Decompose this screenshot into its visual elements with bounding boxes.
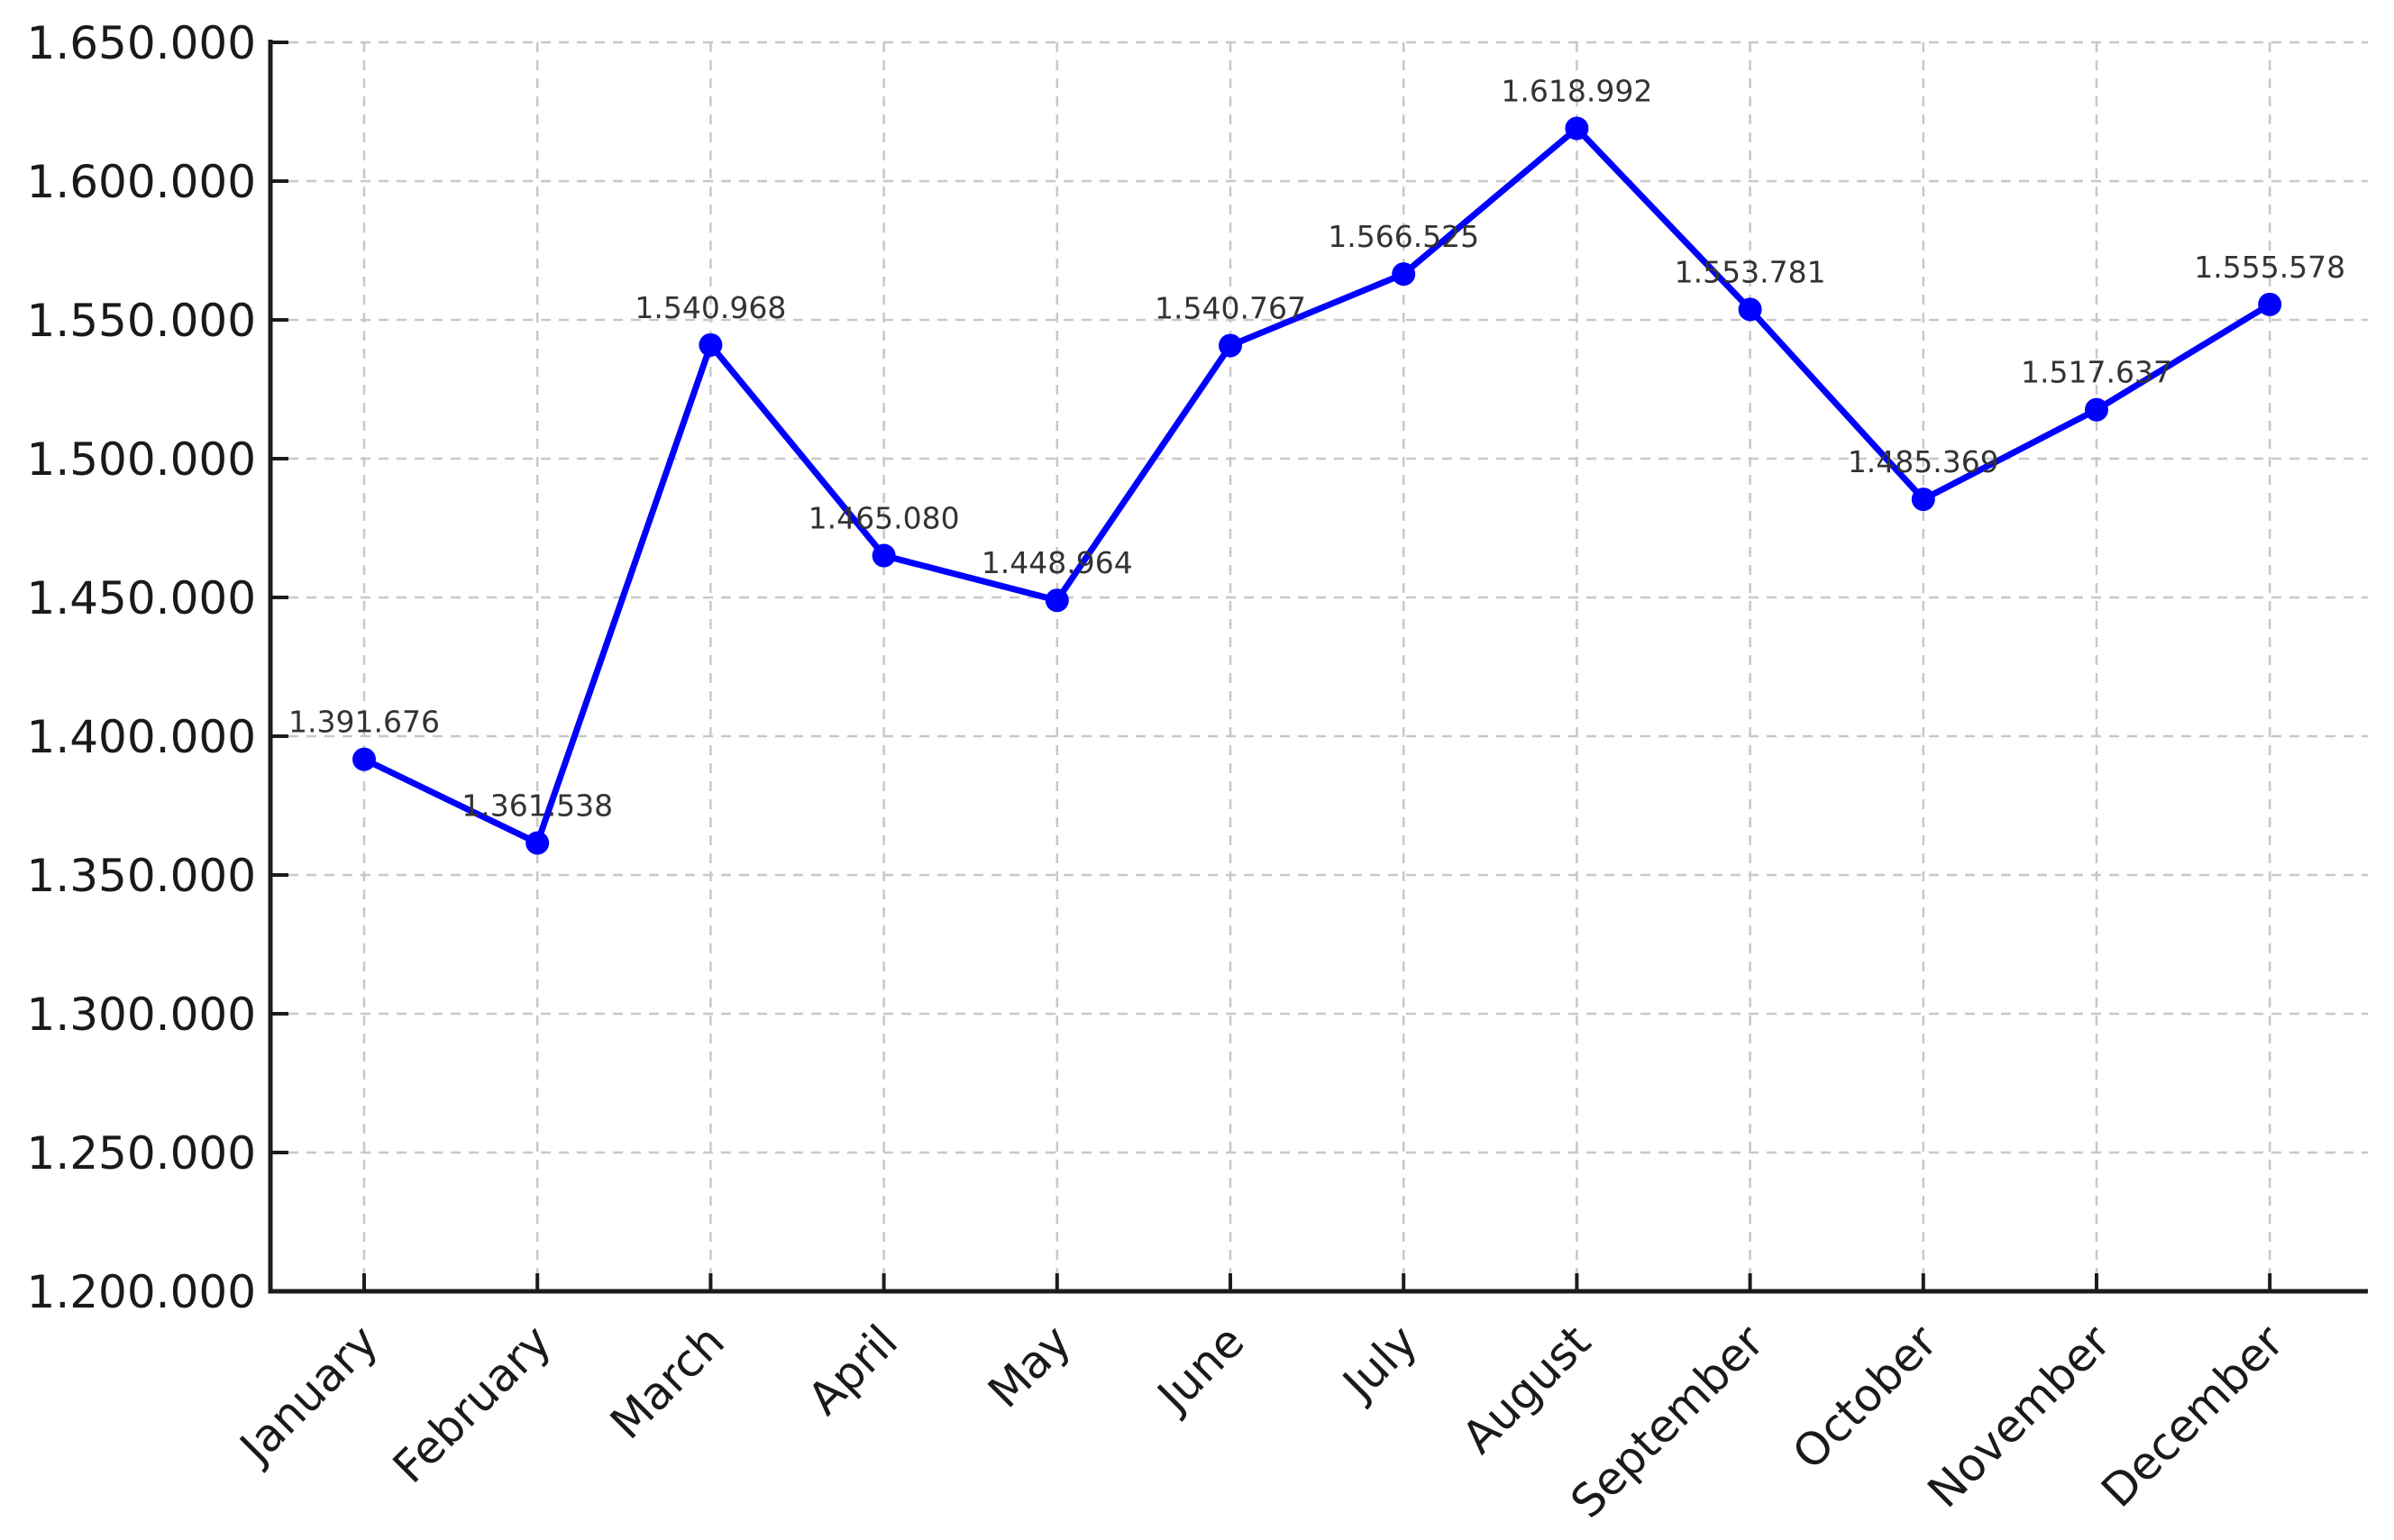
data-point [1738, 297, 1762, 322]
data-point-label: 1.618.992 [1501, 74, 1652, 109]
y-tick-label: 1.400.000 [27, 711, 256, 763]
axes-group [268, 40, 2368, 1294]
data-point-label: 1.485.369 [1848, 444, 1999, 479]
y-tick-label: 1.200.000 [27, 1266, 256, 1318]
grid-group [270, 41, 2368, 1293]
data-point [2085, 397, 2108, 422]
data-point-label: 1.566.525 [1328, 219, 1479, 254]
data-point [872, 543, 896, 568]
data-point-label: 1.391.676 [288, 705, 440, 740]
data-point [1045, 588, 1069, 613]
x-tick-label: November [1918, 1315, 2121, 1517]
data-point [1565, 116, 1589, 141]
x-tick-label: December [2091, 1315, 2294, 1517]
data-point-label: 1.540.767 [1155, 290, 1306, 325]
y-tick-label: 1.600.000 [27, 156, 256, 208]
data-point [2258, 292, 2282, 316]
x-tick-label: May [978, 1315, 1081, 1417]
x-tick-label: April [798, 1315, 908, 1425]
data-point-label: 1.448.964 [982, 545, 1133, 580]
data-point-label: 1.553.781 [1675, 254, 1826, 289]
y-tick-label: 1.300.000 [27, 989, 256, 1041]
x-tick-label: February [383, 1315, 562, 1493]
series-line [361, 125, 2273, 846]
data-point [699, 333, 723, 357]
data-point [1911, 488, 1935, 512]
y-tick-label: 1.450.000 [27, 572, 256, 624]
data-point-label: 1.540.968 [635, 290, 786, 325]
data-point-label: 1.361.538 [461, 788, 613, 823]
y-tick-label: 1.250.000 [27, 1127, 256, 1180]
data-point-label: 1.465.080 [809, 501, 960, 536]
series-group [352, 116, 2282, 855]
x-tick-label: June [1146, 1315, 1254, 1423]
data-point [1219, 333, 1242, 358]
y-tick-label: 1.550.000 [27, 295, 256, 347]
y-tick-label: 1.350.000 [27, 850, 256, 902]
data-point [525, 831, 550, 855]
y-tick-label: 1.650.000 [27, 17, 256, 69]
data-point [1392, 262, 1416, 287]
y-tick-label: 1.500.000 [27, 433, 256, 486]
x-tick-label: January [228, 1315, 388, 1474]
x-tick-label: August [1452, 1315, 1601, 1463]
x-tick-label: July [1331, 1315, 1428, 1411]
x-tick-label: March [600, 1315, 735, 1449]
data-point [352, 747, 376, 771]
x-tick-label: October [1783, 1315, 1948, 1480]
data-point-label: 1.517.637 [2021, 355, 2172, 390]
data-point-label: 1.555.578 [2194, 250, 2345, 285]
